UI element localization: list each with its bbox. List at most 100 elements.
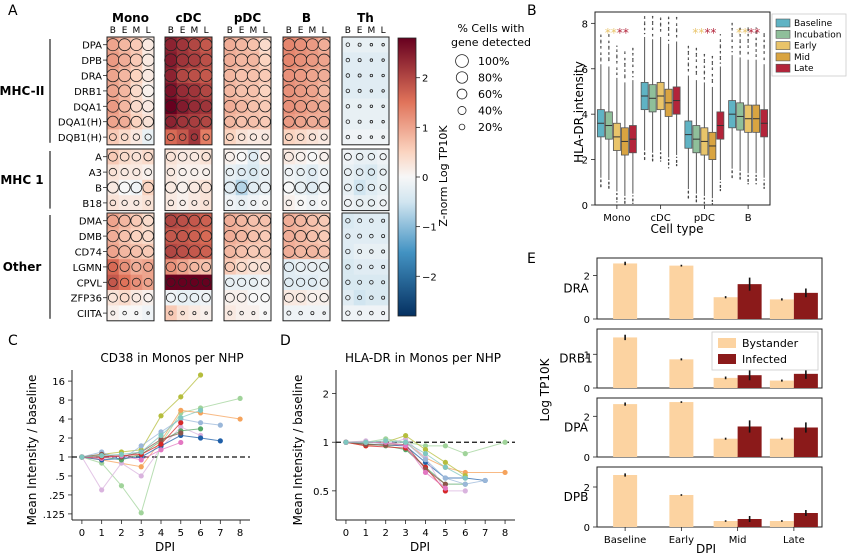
outlier — [731, 39, 733, 41]
outlier — [703, 202, 706, 204]
colorbar-tick-label: 1 — [422, 123, 428, 134]
heat-cell — [353, 228, 366, 245]
heat-cell — [224, 164, 237, 181]
series-point — [197, 407, 204, 413]
detect-dot — [178, 277, 188, 287]
heat-cell — [283, 129, 296, 146]
detect-dot — [321, 200, 327, 206]
outlier — [763, 51, 765, 53]
outlier — [667, 22, 670, 25]
detect-dot — [379, 153, 387, 161]
heat-cell — [353, 305, 366, 322]
bar-infected — [793, 373, 818, 388]
x-tick-label: 1 — [363, 528, 369, 539]
heat-cell — [118, 274, 131, 291]
outlier — [687, 52, 690, 54]
detect-dot — [357, 88, 362, 93]
series-point — [462, 488, 468, 494]
detect-dot — [188, 214, 201, 227]
detect-dot — [248, 292, 259, 303]
outlier — [616, 62, 618, 64]
outlier — [687, 70, 690, 72]
heat-cell — [342, 37, 355, 53]
gene-label: DMB — [79, 232, 102, 243]
bar-bystander — [713, 377, 738, 388]
detect-dot — [201, 293, 211, 303]
size-legend-dot — [458, 123, 466, 131]
heat-cell — [200, 52, 213, 69]
detect-dot — [239, 310, 244, 316]
heat-cell — [294, 195, 307, 211]
detect-dot — [190, 168, 199, 177]
outlier — [667, 26, 670, 29]
heat-cell — [318, 37, 331, 53]
heat-cell — [247, 98, 260, 115]
outlier — [739, 174, 741, 176]
stage-label: B — [227, 26, 233, 36]
stage-label: L — [322, 26, 327, 36]
panel-label-d: D — [280, 333, 291, 349]
outlier — [643, 21, 646, 23]
heat-cell — [318, 243, 331, 260]
panel-label-b: B — [527, 3, 537, 19]
outlier — [731, 40, 733, 43]
detect-dot — [134, 311, 139, 316]
heat-cell — [283, 195, 296, 211]
outlier — [632, 47, 634, 50]
outlier — [711, 78, 714, 81]
detect-dot — [381, 295, 386, 300]
heat-cell — [200, 37, 213, 53]
outlier — [747, 183, 749, 185]
detect-dot — [381, 249, 386, 254]
outlier — [747, 35, 749, 37]
heat-cell — [200, 164, 213, 181]
outlier — [675, 18, 678, 20]
series-line — [81, 441, 181, 461]
outlier — [624, 69, 626, 71]
detect-dot — [144, 133, 152, 141]
detect-dot — [345, 295, 351, 301]
y-tick-label: 2 — [584, 483, 590, 494]
outlier — [643, 22, 646, 25]
outlier — [667, 21, 670, 24]
outlier — [695, 196, 698, 199]
outlier — [747, 38, 749, 41]
detect-dot — [132, 168, 141, 177]
heat-cell — [283, 228, 296, 245]
outlier — [651, 33, 654, 36]
outlier — [763, 52, 765, 54]
outlier — [651, 160, 654, 162]
detect-dot — [145, 200, 151, 206]
detect-dot — [369, 43, 374, 47]
detect-dot — [202, 133, 210, 141]
heat-cell — [165, 274, 178, 291]
heat-cell — [353, 83, 366, 99]
heat-cell — [353, 213, 366, 229]
outlier — [719, 34, 722, 36]
stage-label: L — [263, 26, 268, 36]
heat-cell — [188, 98, 201, 115]
heat-cell — [365, 83, 378, 99]
outlier — [651, 23, 654, 25]
block-frame — [164, 148, 213, 212]
heat-cell — [142, 290, 155, 306]
detect-dot — [381, 104, 385, 108]
heat-cell — [224, 129, 237, 146]
outlier — [755, 38, 757, 41]
detect-dot — [130, 115, 143, 128]
outlier — [719, 58, 722, 60]
outlier — [667, 16, 670, 18]
stage-label: E — [357, 26, 363, 36]
outlier — [608, 41, 610, 44]
outlier — [739, 53, 741, 55]
outlier — [687, 53, 690, 55]
detect-dot — [345, 218, 351, 224]
detect-dot — [177, 261, 188, 272]
detect-dot — [247, 115, 260, 128]
outlier — [711, 75, 714, 77]
outlier — [755, 27, 757, 29]
heat-cell — [224, 213, 237, 229]
outlier — [651, 15, 654, 18]
detect-dot — [294, 181, 307, 194]
heat-cell — [377, 243, 390, 260]
